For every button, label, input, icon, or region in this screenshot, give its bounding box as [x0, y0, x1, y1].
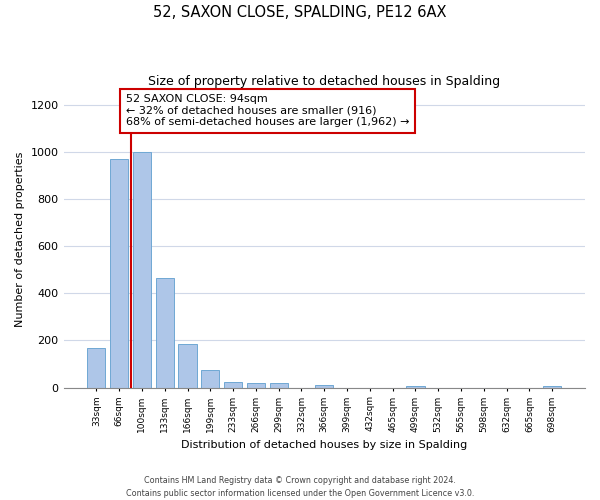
Bar [543, 386, 561, 388]
Bar [87, 348, 106, 388]
Bar [269, 384, 288, 388]
Title: Size of property relative to detached houses in Spalding: Size of property relative to detached ho… [148, 75, 500, 88]
Bar [315, 386, 334, 388]
Bar [247, 384, 265, 388]
Bar [155, 278, 174, 388]
Bar [406, 386, 425, 388]
Bar [201, 370, 220, 388]
Bar [224, 382, 242, 388]
X-axis label: Distribution of detached houses by size in Spalding: Distribution of detached houses by size … [181, 440, 467, 450]
Bar [133, 152, 151, 388]
Text: 52, SAXON CLOSE, SPALDING, PE12 6AX: 52, SAXON CLOSE, SPALDING, PE12 6AX [153, 5, 447, 20]
Text: 52 SAXON CLOSE: 94sqm
← 32% of detached houses are smaller (916)
68% of semi-det: 52 SAXON CLOSE: 94sqm ← 32% of detached … [126, 94, 409, 128]
Text: Contains HM Land Registry data © Crown copyright and database right 2024.
Contai: Contains HM Land Registry data © Crown c… [126, 476, 474, 498]
Y-axis label: Number of detached properties: Number of detached properties [15, 152, 25, 327]
Bar [110, 159, 128, 388]
Bar [178, 344, 197, 388]
